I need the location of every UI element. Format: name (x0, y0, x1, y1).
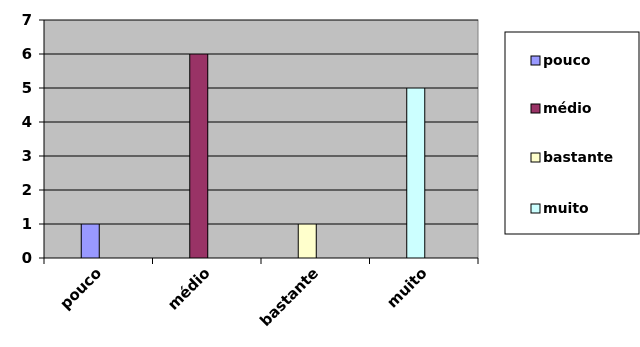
x-tick-label-médio: médio (164, 264, 213, 313)
legend-label-médio: médio (543, 101, 592, 117)
legend-label-muito: muito (543, 201, 589, 217)
bar-pouco (80, 223, 100, 259)
y-tick-label: 1 (22, 215, 32, 233)
y-ticks: 0 1 2 3 4 5 6 7 (22, 11, 44, 267)
y-tick-label: 4 (22, 113, 32, 131)
bar-médio (189, 53, 209, 259)
x-tick-label-muito: muito (383, 264, 430, 311)
legend-swatch-pouco (530, 55, 541, 66)
plot-area (43, 19, 479, 259)
bar-bastante (297, 223, 317, 259)
x-tick-label-bastante: bastante (256, 264, 322, 330)
y-tick-label: 3 (22, 147, 32, 165)
legend: pouco médio bastante muito (504, 31, 640, 235)
bar-muito (406, 87, 426, 259)
y-tick-label: 2 (22, 181, 32, 199)
legend-swatch-médio (530, 103, 541, 114)
y-tick-label: 5 (22, 79, 32, 97)
legend-swatch-bastante (530, 152, 541, 163)
bars (80, 53, 426, 259)
legend-box (504, 31, 640, 235)
x-tick-label-pouco: pouco (56, 264, 105, 313)
legend-label-pouco: pouco (543, 53, 591, 69)
y-tick-label: 7 (22, 11, 32, 29)
y-tick-label: 0 (22, 249, 32, 267)
gridlines (44, 19, 478, 225)
y-tick-label: 6 (22, 45, 32, 63)
legend-label-bastante: bastante (543, 150, 613, 166)
legend-swatch-muito (530, 203, 541, 214)
x-ticks: pouco médio bastante muito (43, 258, 479, 330)
